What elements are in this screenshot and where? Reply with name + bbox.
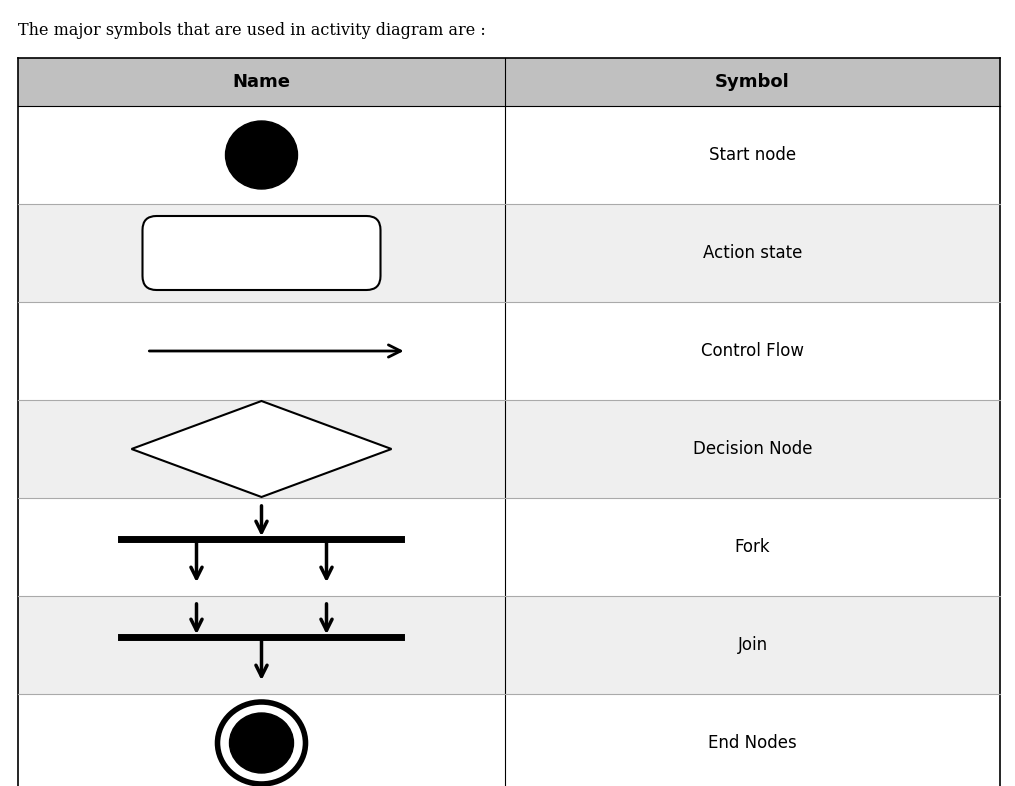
Text: Start node: Start node bbox=[708, 146, 796, 164]
Bar bbox=[18, 204, 1000, 302]
Text: Fork: Fork bbox=[735, 538, 770, 556]
Bar bbox=[18, 58, 1000, 106]
Text: Name: Name bbox=[232, 73, 290, 91]
Text: Action state: Action state bbox=[702, 244, 802, 262]
Bar bbox=[18, 694, 1000, 786]
Bar bbox=[18, 302, 1000, 400]
Ellipse shape bbox=[225, 121, 297, 189]
Ellipse shape bbox=[229, 713, 293, 773]
Bar bbox=[18, 596, 1000, 694]
Polygon shape bbox=[132, 401, 392, 497]
Text: Symbol: Symbol bbox=[716, 73, 790, 91]
Bar bbox=[18, 400, 1000, 498]
Bar bbox=[18, 498, 1000, 596]
Text: End Nodes: End Nodes bbox=[708, 734, 797, 752]
Text: The major symbols that are used in activity diagram are :: The major symbols that are used in activ… bbox=[18, 22, 486, 39]
FancyBboxPatch shape bbox=[142, 216, 381, 290]
Text: Control Flow: Control Flow bbox=[701, 342, 804, 360]
Ellipse shape bbox=[217, 702, 306, 784]
Text: Decision Node: Decision Node bbox=[693, 440, 812, 458]
Text: Join: Join bbox=[738, 636, 767, 654]
Bar bbox=[18, 106, 1000, 204]
